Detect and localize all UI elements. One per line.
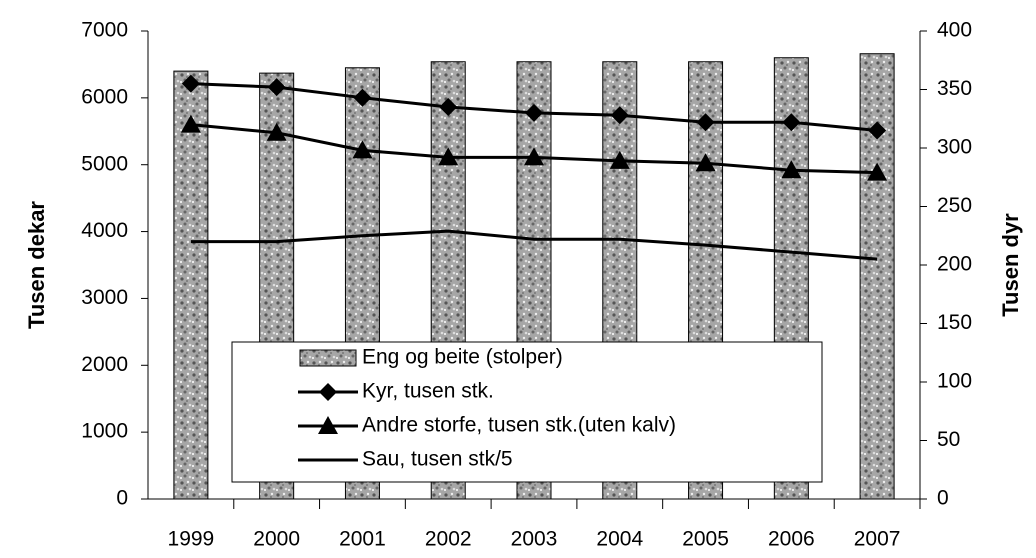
marker — [352, 140, 373, 159]
legend-swatch — [299, 349, 357, 367]
x-tick-label: 2005 — [682, 528, 729, 551]
y2-axis-label: Tusen dyr — [998, 213, 1023, 317]
legend-label: Eng og beite (stolper) — [362, 346, 563, 369]
legend-label: Andre storfe, tusen stk.(uten kalv) — [362, 414, 676, 437]
x-tick-label: 2006 — [768, 528, 815, 551]
x-tick-label: 2003 — [511, 528, 558, 551]
marker — [610, 106, 629, 125]
y2-tick-label: 200 — [937, 253, 972, 276]
y2-tick-label: 50 — [937, 428, 960, 451]
y-tick-label: 6000 — [81, 85, 128, 108]
y-tick-label: 1000 — [81, 420, 128, 443]
marker — [266, 122, 287, 141]
y-tick-label: 0 — [116, 487, 128, 510]
y2-tick-label: 250 — [937, 194, 972, 217]
y-tick-label: 4000 — [81, 219, 128, 242]
y-tick-label: 5000 — [81, 152, 128, 175]
marker — [524, 147, 544, 166]
line — [190, 229, 878, 261]
x-tick-label: 2000 — [253, 528, 300, 551]
bar — [859, 53, 895, 500]
marker — [525, 103, 543, 122]
legend-label: Kyr, tusen stk. — [362, 380, 494, 403]
marker — [868, 121, 887, 140]
marker — [867, 162, 888, 181]
marker — [695, 153, 716, 172]
legend-label: Sau, tusen stk/5 — [362, 448, 513, 471]
marker — [609, 150, 630, 169]
marker — [696, 113, 715, 132]
legend-marker — [318, 416, 338, 434]
x-tick-label: 2002 — [425, 528, 472, 551]
y2-tick-label: 400 — [937, 19, 972, 42]
x-tick-label: 1999 — [168, 528, 215, 551]
x-tick-label: 2007 — [854, 528, 901, 551]
y-tick-label: 2000 — [81, 353, 128, 376]
legend-marker — [319, 383, 337, 401]
marker — [181, 74, 200, 93]
marker — [353, 88, 372, 107]
x-tick-label: 2004 — [596, 528, 643, 551]
marker — [781, 160, 802, 179]
y2-tick-label: 0 — [937, 487, 949, 510]
y2-tick-label: 300 — [937, 136, 972, 159]
marker — [782, 113, 801, 132]
y2-tick-label: 100 — [937, 370, 972, 393]
x-tick-label: 2001 — [339, 528, 386, 551]
marker — [438, 147, 459, 166]
marker — [180, 114, 201, 133]
marker — [267, 78, 286, 97]
marker — [439, 98, 458, 117]
y2-tick-label: 350 — [937, 77, 972, 100]
bar — [173, 70, 209, 500]
y-tick-label: 3000 — [81, 286, 128, 309]
y-tick-label: 7000 — [81, 19, 128, 42]
y2-tick-label: 150 — [937, 311, 972, 334]
y-axis-label: Tusen dekar — [24, 201, 49, 329]
